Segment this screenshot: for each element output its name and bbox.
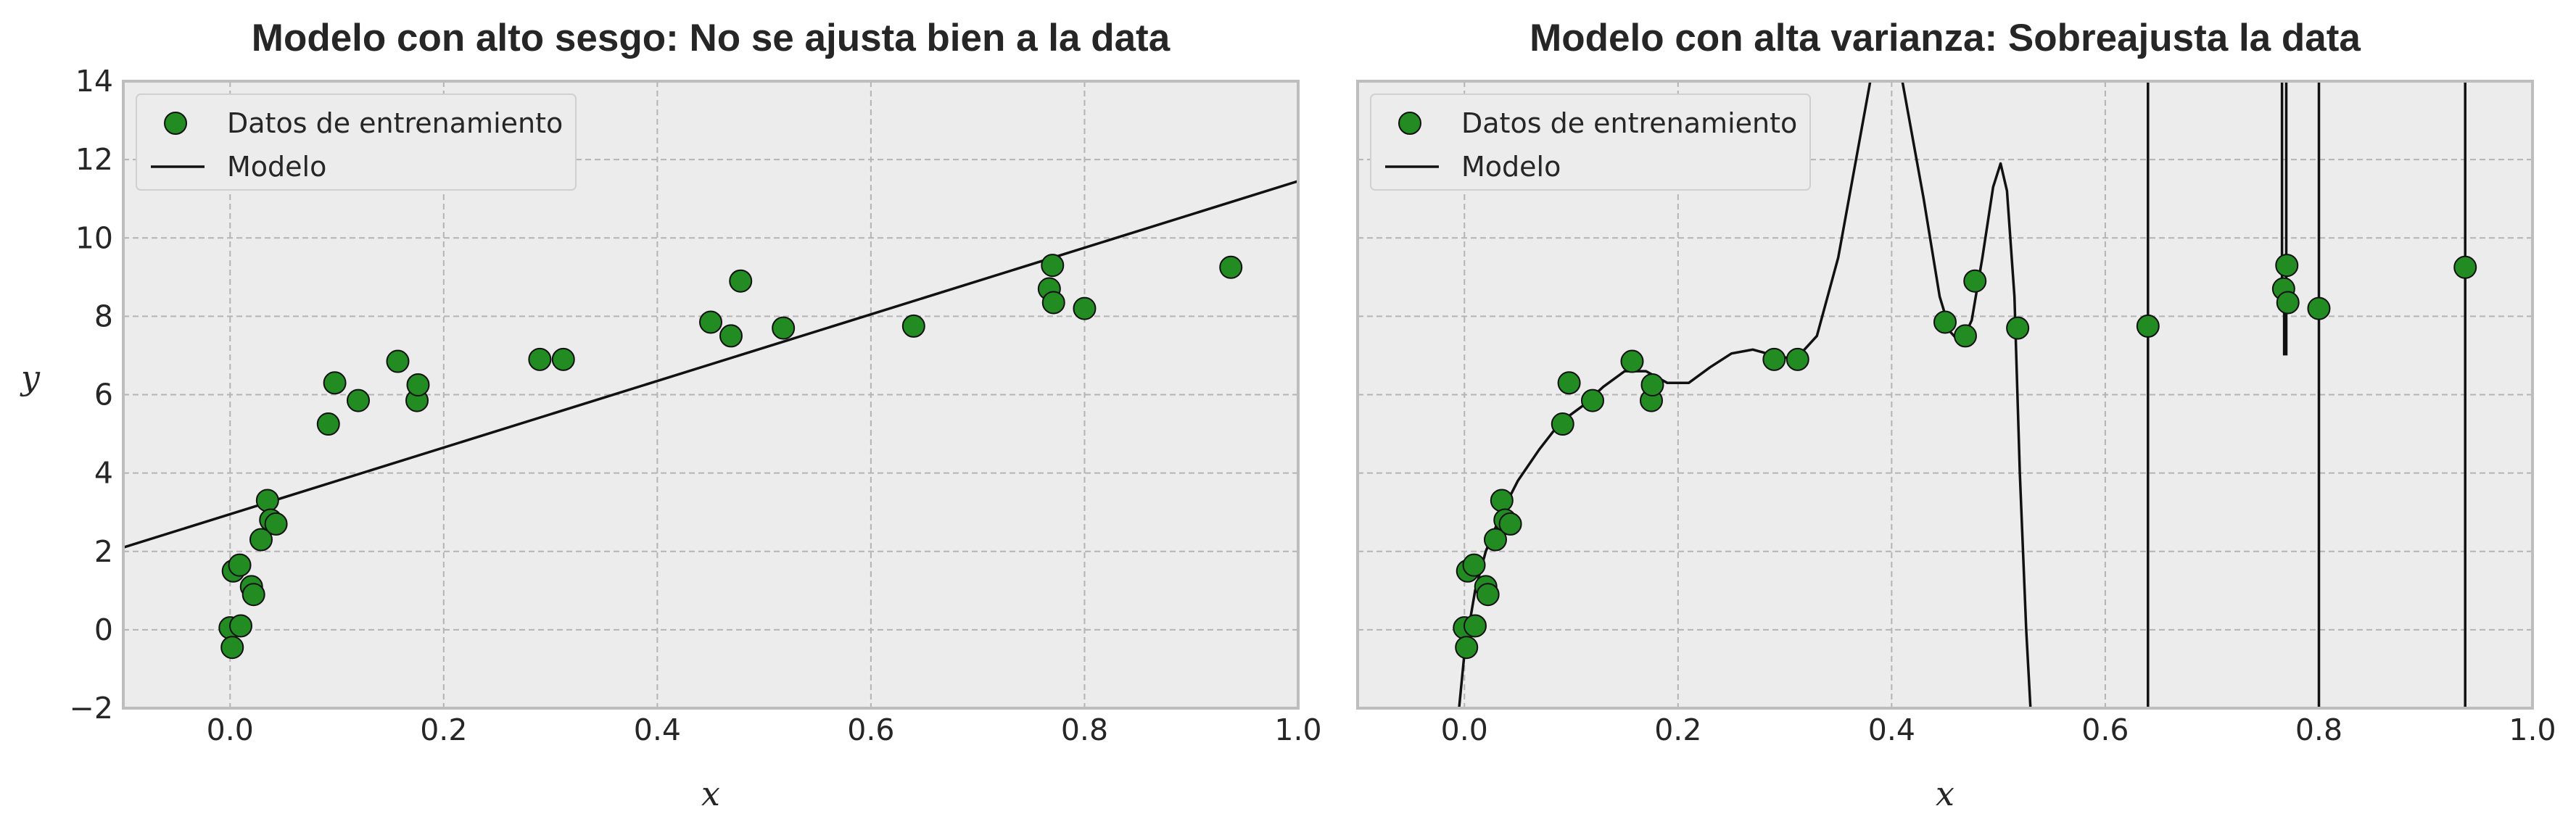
legend-label-model: Modelo	[1461, 151, 1561, 183]
data-point	[242, 583, 265, 607]
data-point	[1041, 291, 1065, 315]
y-tick-label: 6	[94, 378, 113, 412]
x-tick-label: 1.0	[2509, 713, 2556, 747]
x-tick-label: 0.4	[634, 713, 681, 747]
data-point	[1581, 389, 1604, 412]
x-tick-label: 0.6	[2081, 713, 2129, 747]
data-point	[255, 489, 279, 512]
data-point	[1455, 636, 1479, 660]
data-point	[1620, 349, 1644, 373]
x-axis-label: x	[1936, 774, 1954, 813]
y-axis-label: y	[20, 358, 41, 397]
x-tick-label: 0.4	[1868, 713, 1915, 747]
x-tick-label: 0.8	[2295, 713, 2342, 747]
data-point	[729, 269, 753, 293]
data-point	[1933, 310, 1957, 334]
legend-label-model: Modelo	[227, 151, 326, 183]
data-point	[1490, 489, 1514, 512]
data-point	[1557, 371, 1581, 395]
legend-box	[1370, 94, 1811, 191]
data-point	[1483, 528, 1507, 552]
plot-frame	[1356, 80, 2534, 710]
data-point	[1953, 324, 1977, 348]
data-point	[2136, 314, 2160, 338]
plot-frame	[122, 80, 1300, 710]
data-point	[1498, 512, 1522, 536]
x-axis-label: x	[701, 774, 720, 813]
legend-box	[136, 94, 577, 191]
data-point	[264, 512, 288, 536]
data-point	[1640, 373, 1664, 396]
x-tick-label: 1.0	[1274, 713, 1321, 747]
data-point	[2453, 255, 2477, 279]
x-tick-label: 0.2	[1654, 713, 1701, 747]
data-point	[228, 553, 252, 577]
legend-marker-points	[1398, 112, 1421, 135]
model-spike	[2147, 81, 2466, 708]
data-point	[2275, 254, 2299, 278]
y-tick-label: 8	[94, 299, 113, 333]
legend-label-points: Datos de entrenamiento	[1461, 107, 1797, 139]
data-point	[249, 528, 273, 552]
data-point	[551, 347, 575, 371]
data-point	[2307, 296, 2331, 320]
x-tick-label: 0.6	[847, 713, 894, 747]
y-tick-label: −2	[70, 691, 113, 726]
y-tick-label: 12	[75, 142, 113, 177]
data-point	[1476, 583, 1500, 607]
data-point	[1762, 347, 1786, 371]
data-point	[1041, 254, 1065, 278]
chart-title: Modelo con alta varianza: Sobreajusta la…	[1530, 17, 2361, 59]
data-point	[316, 412, 340, 436]
data-point	[386, 349, 410, 373]
data-point	[772, 316, 796, 340]
data-point	[229, 614, 252, 638]
data-point	[1464, 614, 1487, 638]
data-point	[1462, 553, 1486, 577]
data-point	[2006, 316, 2030, 340]
data-point	[1786, 347, 1809, 371]
data-point	[1963, 269, 1987, 293]
y-tick-label: 0	[94, 612, 113, 647]
right-chart-panel: Modelo con alta varianza: Sobreajusta la…	[1356, 17, 2556, 813]
left-chart-panel: Modelo con alto sesgo: No se ajusta bien…	[70, 17, 1322, 813]
x-tick-label: 0.0	[1441, 713, 1488, 747]
data-point	[406, 373, 430, 396]
x-tick-label: 0.8	[1061, 713, 1108, 747]
legend-marker-points	[164, 112, 187, 135]
data-point	[1551, 412, 1574, 436]
data-point	[901, 314, 925, 338]
y-tick-label: 4	[94, 456, 113, 491]
data-point	[528, 347, 552, 371]
data-point	[699, 310, 722, 334]
y-tick-label: 14	[75, 64, 113, 99]
x-tick-label: 0.2	[420, 713, 467, 747]
data-point	[323, 371, 347, 395]
data-point	[2276, 291, 2300, 315]
y-tick-label: 2	[94, 534, 113, 569]
chart-title: Modelo con alto sesgo: No se ajusta bien…	[252, 17, 1171, 59]
data-point	[719, 324, 743, 348]
legend-label-points: Datos de entrenamiento	[227, 107, 563, 139]
data-point	[347, 389, 370, 412]
data-point	[1073, 296, 1097, 320]
x-tick-label: 0.0	[207, 713, 254, 747]
model-line	[123, 180, 1298, 549]
y-tick-label: 10	[75, 220, 113, 255]
data-point	[1219, 255, 1243, 279]
data-point	[220, 636, 244, 660]
